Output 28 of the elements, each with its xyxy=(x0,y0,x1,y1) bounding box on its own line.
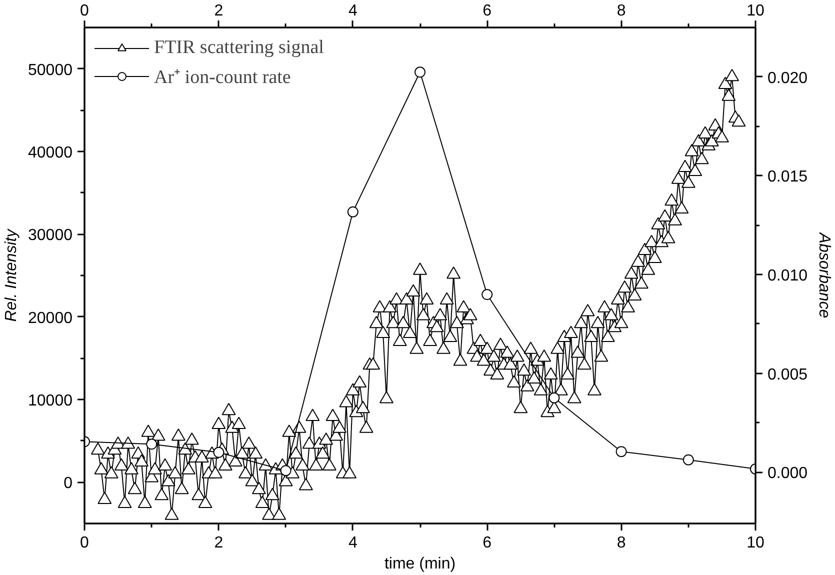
y-tick-label: 40000 xyxy=(28,144,73,162)
y2-tick-label: 0.005 xyxy=(768,366,808,384)
y-axis-title: Rel. Intensity xyxy=(3,228,20,322)
x-tick-label: 8 xyxy=(616,2,626,20)
x2-tick-label: 4 xyxy=(348,534,358,552)
x2-tick-label: 0 xyxy=(80,534,90,552)
y2-tick-label: 0.020 xyxy=(768,70,808,87)
y2-tick-label: 0.015 xyxy=(768,168,808,186)
x2-tick-label: 10 xyxy=(746,534,764,552)
y-tick-label: 50000 xyxy=(28,62,73,79)
x2-tick-label: 8 xyxy=(616,534,626,552)
x-tick-label: 10 xyxy=(746,2,764,20)
x2-tick-label: 2 xyxy=(214,534,224,552)
x-axis-title: time (min) xyxy=(384,556,456,572)
x-tick-label: 2 xyxy=(214,2,224,20)
legend-label: FTIR scattering signal xyxy=(154,37,324,59)
y-tick-label: 20000 xyxy=(28,310,73,327)
x2-tick-label: 6 xyxy=(482,534,492,552)
x-tick-label: 6 xyxy=(482,2,492,20)
y2-axis-title: Absorbance xyxy=(816,232,833,318)
y-tick-label: 30000 xyxy=(28,227,73,244)
x-tick-label: 4 xyxy=(348,2,358,20)
legend-label: Ar⁺ ion-count rate xyxy=(154,66,291,89)
y-tick-label: 10000 xyxy=(28,392,73,410)
y-tick-label: 0 xyxy=(64,475,73,492)
y2-tick-label: 0.010 xyxy=(768,268,808,285)
y2-tick-label: 0.000 xyxy=(768,465,808,482)
x-tick-label: 0 xyxy=(80,2,90,20)
